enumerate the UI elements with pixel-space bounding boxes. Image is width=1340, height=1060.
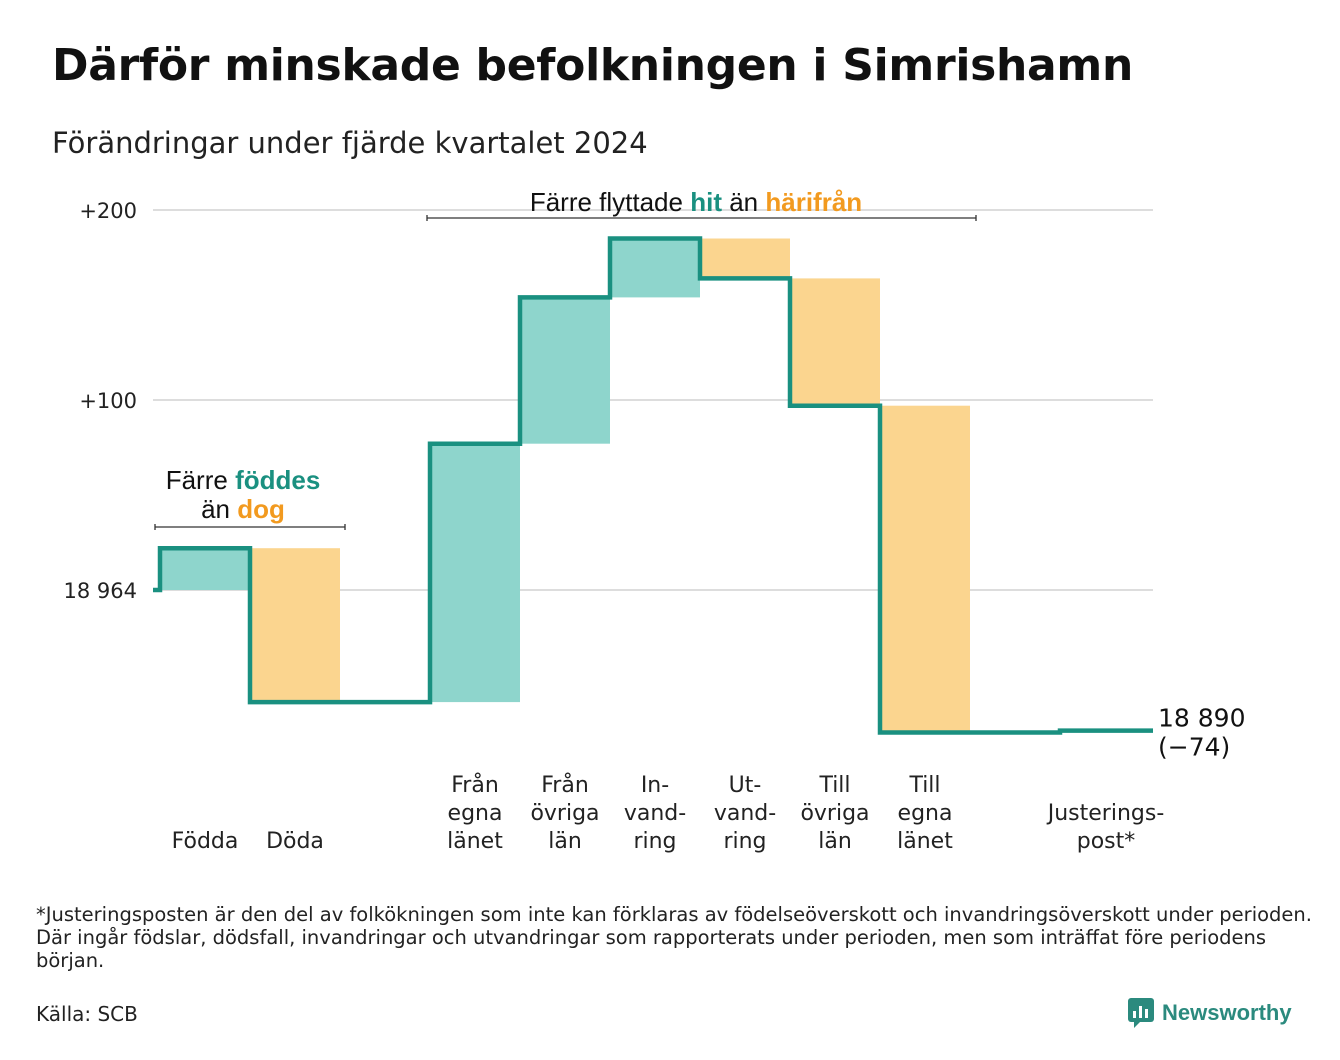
end-value-label: 18 890 bbox=[1158, 704, 1245, 733]
bar bbox=[430, 443, 520, 703]
x-tick-label: övriga bbox=[530, 801, 599, 826]
x-tick-label: ring bbox=[723, 829, 766, 854]
cumulative-step-line bbox=[153, 236, 1153, 735]
x-tick-label: Från bbox=[541, 772, 589, 798]
brand-name: Newsworthy bbox=[1162, 1000, 1292, 1025]
x-tick-label: Ut- bbox=[729, 773, 762, 798]
annotation-migration: Färre flyttade hit än härifrån bbox=[426, 187, 977, 221]
x-tick-label: Döda bbox=[266, 829, 324, 854]
annotation-mig-bracket bbox=[426, 215, 977, 221]
x-tick-label: övriga bbox=[800, 801, 869, 826]
annotation-bd-hit: föddes bbox=[235, 465, 320, 495]
svg-text:Färre föddes: Färre föddes bbox=[166, 465, 321, 495]
svg-text:än dog: än dog bbox=[201, 494, 285, 524]
y-tick-label: +200 bbox=[79, 199, 137, 223]
x-tick-label: vand- bbox=[624, 801, 686, 826]
x-tick-label: län bbox=[818, 829, 852, 854]
annotation-mig-hit: hit bbox=[690, 187, 722, 217]
annotation-bd-prefix1: Färre bbox=[166, 465, 228, 495]
x-tick-label: Från bbox=[451, 772, 499, 798]
bar bbox=[160, 548, 250, 590]
y-tick-label: +100 bbox=[79, 389, 137, 413]
x-axis-labels: Födda Döda Från egna länet Från övriga län In-va… bbox=[172, 772, 1165, 854]
annotation-births-deaths: Färre föddes än dog bbox=[154, 465, 346, 530]
x-tick-label: egna bbox=[898, 801, 953, 826]
brand-logo[interactable]: Newsworthy bbox=[1128, 996, 1292, 1030]
annotation-bd-away: dog bbox=[237, 494, 285, 524]
chart-subtitle: Förändringar under fjärde kvartalet 2024 bbox=[52, 126, 648, 160]
end-labels: 18 890(−74) bbox=[1158, 704, 1245, 762]
bar bbox=[880, 405, 970, 733]
footnote: *Justeringsposten är den del av folkökni… bbox=[36, 903, 1312, 972]
step-line bbox=[153, 236, 1153, 735]
x-tick-label: län bbox=[548, 829, 582, 854]
y-tick-label: 18 964 bbox=[64, 579, 137, 603]
svg-text:Färre flyttade hit: Färre flyttade hit än härifrån bbox=[530, 187, 862, 217]
x-tick-label: Till bbox=[908, 773, 940, 798]
x-tick-label: vand- bbox=[714, 801, 776, 826]
waterfall-chart: 18 964 +100 +200 Födda Döda Från egna länet Frå… bbox=[64, 187, 1246, 854]
x-tick-label: post* bbox=[1077, 829, 1136, 854]
bars bbox=[160, 238, 1150, 733]
source-note: Källa: SCB bbox=[36, 1002, 138, 1026]
x-tick-label: In- bbox=[641, 773, 669, 798]
x-tick-label: ring bbox=[633, 829, 676, 854]
bar bbox=[790, 278, 880, 406]
newsworthy-logo-icon bbox=[1128, 998, 1154, 1028]
bar bbox=[610, 238, 700, 298]
annotation-mig-middle: än bbox=[729, 187, 758, 217]
end-change-label: (−74) bbox=[1158, 733, 1230, 762]
x-tick-label: Födda bbox=[172, 829, 239, 854]
x-tick-label: Justerings- bbox=[1046, 801, 1165, 826]
y-axis-labels: 18 964 +100 +200 bbox=[64, 199, 137, 603]
bar bbox=[700, 238, 790, 279]
bar bbox=[520, 297, 610, 444]
annotation-bd-bracket bbox=[154, 524, 346, 530]
chart-title: Därför minskade befolkningen i Simrisham… bbox=[52, 40, 1133, 91]
bar bbox=[250, 548, 340, 703]
x-tick-label: länet bbox=[897, 829, 953, 854]
annotation-mig-away: härifrån bbox=[765, 187, 862, 217]
x-tick-label: egna bbox=[448, 801, 503, 826]
annotation-bd-prefix2: än bbox=[201, 494, 230, 524]
x-tick-label: länet bbox=[447, 829, 503, 854]
annotation-mig-prefix: Färre flyttade bbox=[530, 187, 683, 217]
x-tick-label: Till bbox=[818, 773, 850, 798]
